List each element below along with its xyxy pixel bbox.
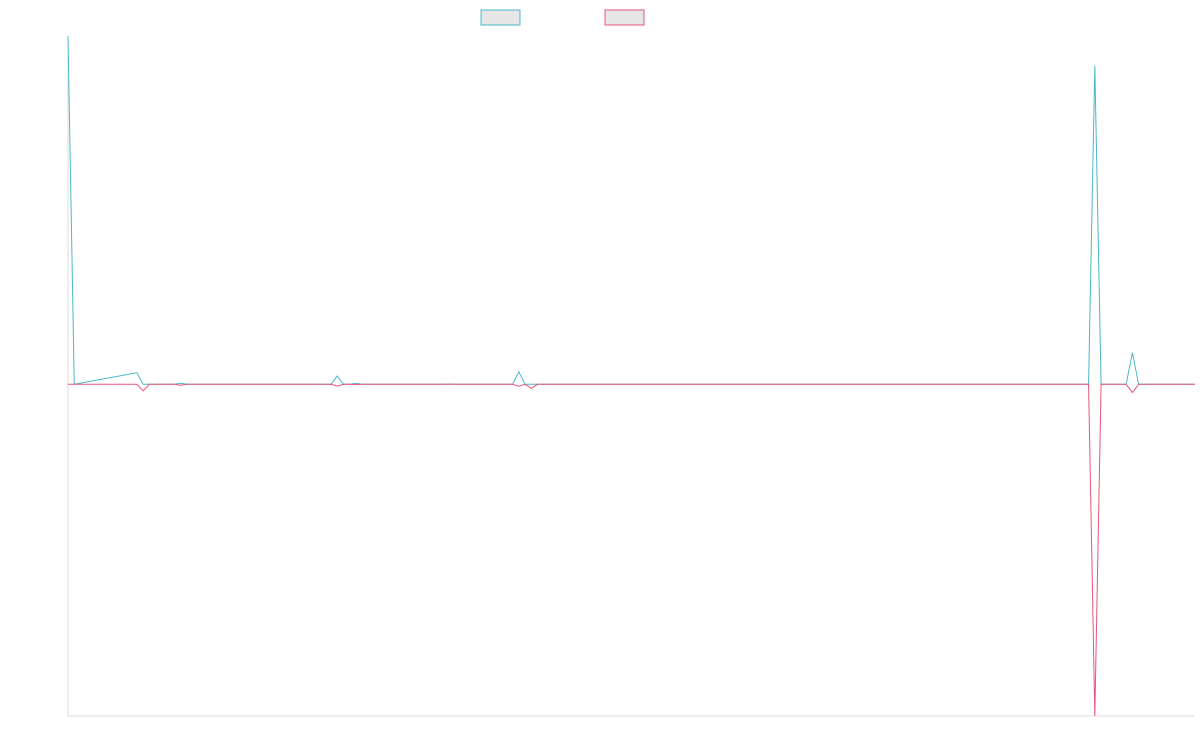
legend-item-1[interactable]: [480, 9, 521, 26]
legend-swatch-2: [604, 9, 645, 26]
legend-item-2[interactable]: [604, 9, 645, 26]
series-line-2: [68, 383, 1195, 717]
legend: [480, 9, 645, 26]
axes: [67, 36, 1195, 717]
series-layer: [67, 35, 1195, 717]
series-line-1: [67, 35, 1195, 385]
legend-swatch-1: [480, 9, 521, 26]
